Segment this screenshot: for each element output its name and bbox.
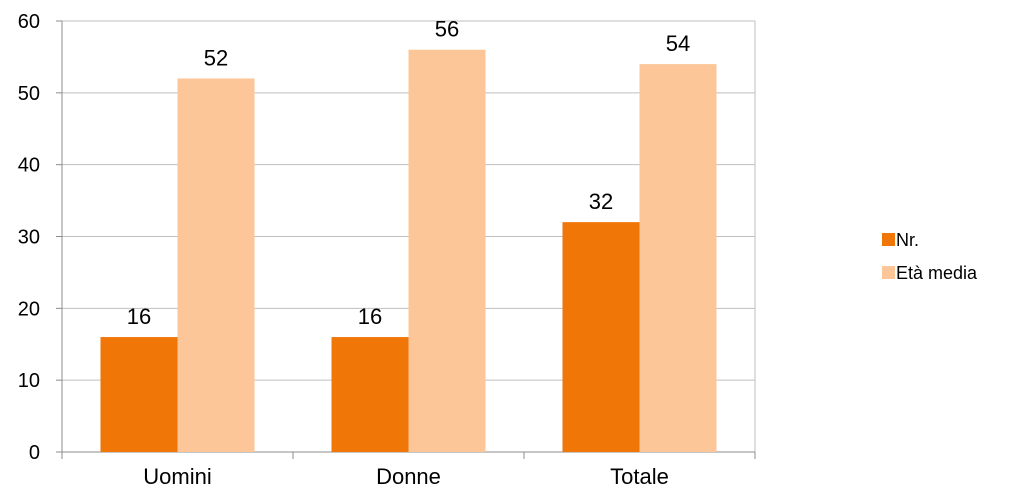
data-label: 54 [666,31,690,56]
x-category-label: Totale [610,464,669,489]
y-tick-label: 20 [18,298,40,320]
x-category-label: Uomini [143,464,211,489]
y-tick-label: 50 [18,83,40,105]
y-tick-label: 40 [18,155,40,177]
y-tick-label: 0 [29,442,40,464]
legend-swatch [882,266,895,279]
bar-uomini-series-1 [177,78,255,452]
data-label: 52 [204,45,228,70]
data-label: 56 [435,17,459,42]
bar-totale-series-0 [562,222,640,452]
data-label: 16 [127,304,151,329]
bar-uomini-series-0 [100,337,178,452]
data-labels: 16 52 16 56 32 54 [127,17,690,329]
legend-swatch [882,233,895,246]
y-tick-label: 10 [18,370,40,392]
bar-totale-series-1 [639,64,717,452]
data-label: 16 [358,304,382,329]
x-axis-category-labels: Uomini Donne Totale [143,464,669,489]
y-tick-label: 30 [18,227,40,249]
bar-donne-series-0 [331,337,409,452]
data-label: 32 [589,189,613,214]
legend: Nr. Età media [882,230,978,283]
y-axis-tick-labels: 0 10 20 30 40 50 60 [18,11,40,464]
bar-donne-series-1 [408,49,486,452]
bars [100,49,717,452]
y-tick-label: 60 [18,11,40,33]
legend-label: Nr. [896,230,919,250]
legend-label: Età media [896,263,978,283]
x-category-label: Donne [376,464,441,489]
